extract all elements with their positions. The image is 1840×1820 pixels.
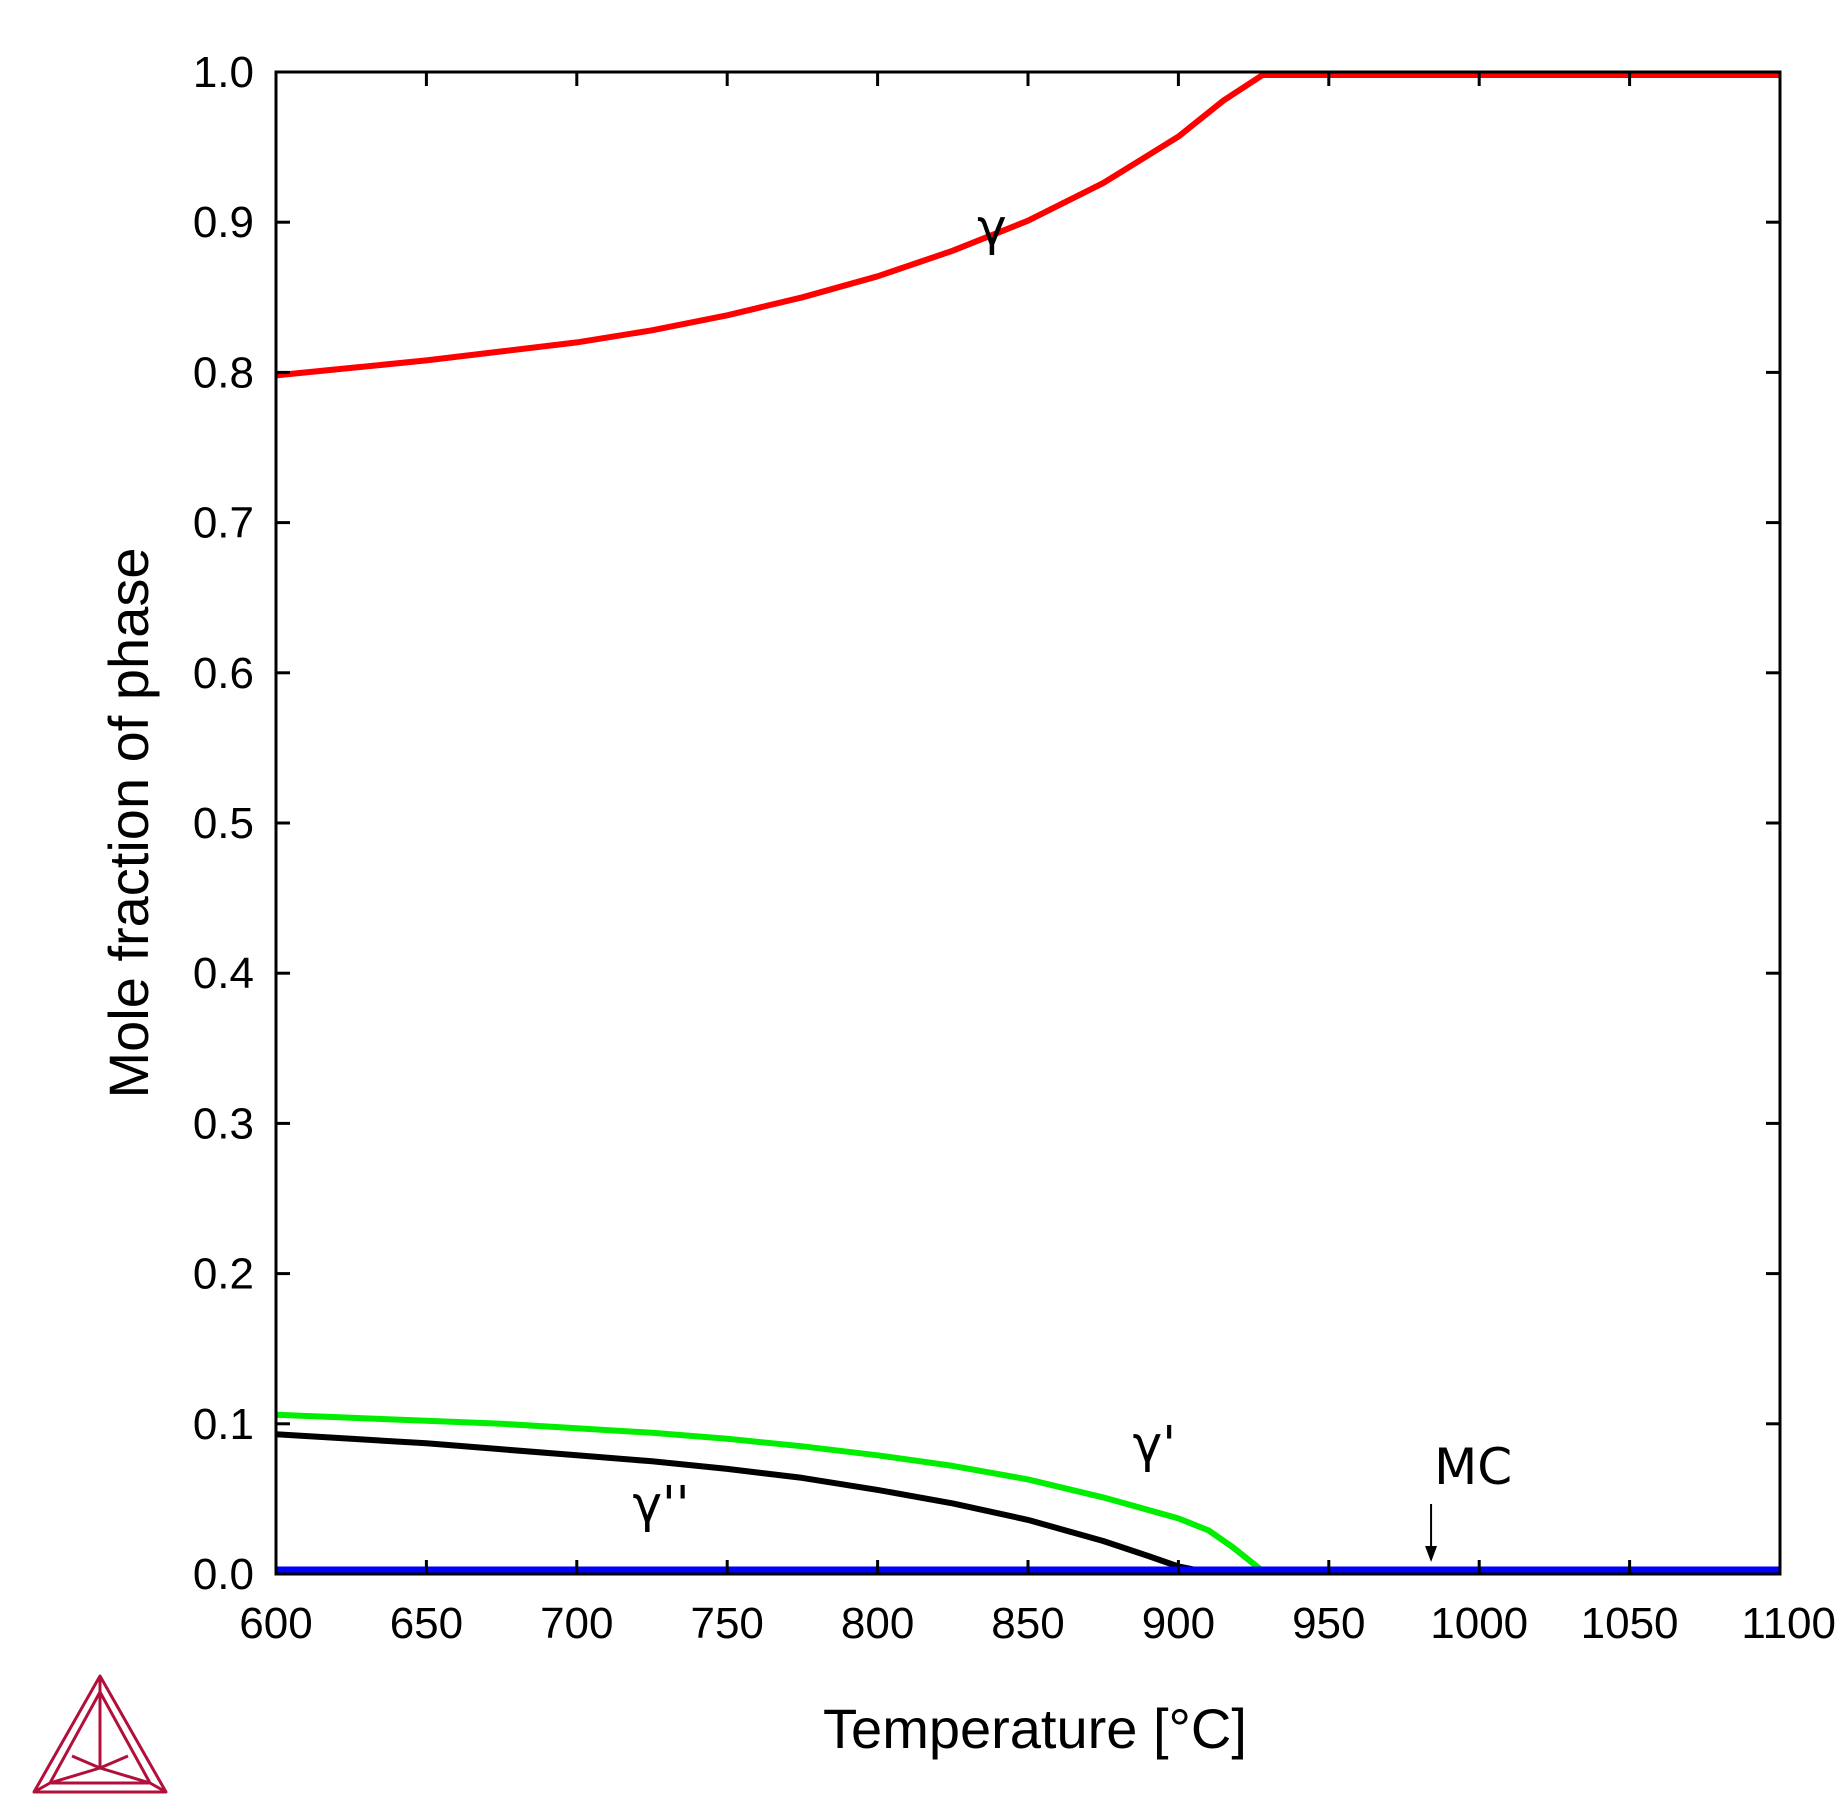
x-axis-title: Temperature [°C]	[823, 1697, 1247, 1760]
phase-label: γ'	[1133, 1415, 1176, 1473]
x-tick-label: 800	[841, 1599, 914, 1648]
x-tick-label: 750	[690, 1599, 763, 1648]
series-line-2	[275, 1431, 1210, 1576]
series-line-0	[275, 72, 1780, 379]
y-tick-label: 0.4	[193, 949, 254, 998]
y-tick-label: 0.7	[193, 499, 254, 548]
x-tick-label: 850	[991, 1599, 1064, 1648]
x-tick-label: 1100	[1741, 1599, 1836, 1648]
phase-label: MC	[1434, 1438, 1512, 1496]
arrow-head-icon	[1425, 1545, 1438, 1562]
y-axis-ticks: 0.0 0.1 0.2 0.3 0.4 0.5 0.6 0.7 0.8 0.9 1.0	[193, 48, 1780, 1599]
x-tick-label: 1050	[1581, 1599, 1679, 1648]
y-tick-label: 0.2	[193, 1250, 254, 1299]
phase-label: γ''	[632, 1475, 689, 1533]
y-tick-label: 0.5	[193, 799, 254, 848]
x-tick-label: 600	[239, 1599, 312, 1648]
series-line-1	[275, 1411, 1265, 1574]
phase-label: γ	[977, 199, 1007, 257]
x-tick-label: 700	[540, 1599, 613, 1648]
x-axis-ticks: 600 650 700 750 800 850 900 950 1000 1050 1100	[239, 72, 1836, 1648]
series-labels: γ γ' γ'' MC	[632, 199, 1512, 1562]
y-tick-label: 0.1	[193, 1400, 254, 1449]
x-tick-label: 900	[1142, 1599, 1215, 1648]
x-tick-label: 650	[390, 1599, 463, 1648]
y-tick-label: 0.0	[193, 1550, 254, 1599]
y-tick-label: 0.6	[193, 649, 254, 698]
y-tick-label: 0.8	[193, 348, 254, 397]
plot-marks	[275, 72, 1780, 1576]
triangle-logo-icon	[32, 1674, 168, 1794]
plot-area-frame	[274, 70, 1782, 1576]
y-tick-label: 1.0	[193, 48, 254, 97]
y-tick-label: 0.3	[193, 1099, 254, 1148]
y-axis-title: Mole fraction of phase	[97, 548, 160, 1099]
x-tick-label: 1000	[1430, 1599, 1528, 1648]
x-tick-label: 950	[1292, 1599, 1365, 1648]
y-tick-label: 0.9	[193, 198, 254, 247]
